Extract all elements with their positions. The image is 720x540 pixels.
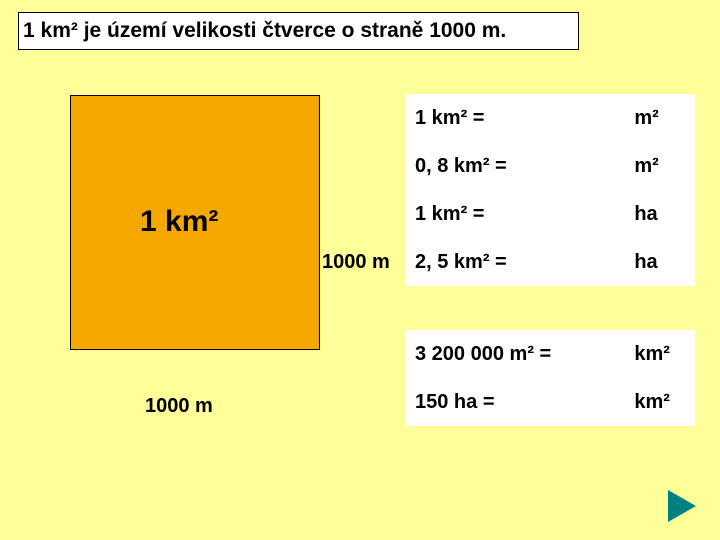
square-side-right-label: 1000 m — [322, 251, 390, 274]
cell-left: 1 km² = — [405, 203, 628, 226]
next-arrow-icon[interactable] — [668, 490, 696, 522]
cell-left: 1 km² = — [405, 107, 628, 130]
table-row: 3 200 000 m² = km² — [405, 330, 695, 378]
table-row: 1 km² = m² — [405, 94, 695, 142]
table-row: 1 km² = ha — [405, 190, 695, 238]
cell-right: km² — [628, 343, 695, 366]
cell-right: m² — [628, 107, 695, 130]
title-text: 1 km² je území velikosti čtverce o stran… — [23, 19, 506, 43]
table-row: 150 ha = km² — [405, 378, 695, 426]
table-row: 0, 8 km² = m² — [405, 142, 695, 190]
cell-right: m² — [628, 155, 695, 178]
cell-left: 2, 5 km² = — [405, 251, 628, 274]
title-box: 1 km² je území velikosti čtverce o stran… — [18, 12, 579, 50]
square-side-bottom-label: 1000 m — [145, 395, 213, 418]
cell-left: 150 ha = — [405, 391, 628, 414]
cell-left: 0, 8 km² = — [405, 155, 628, 178]
cell-right: km² — [628, 391, 695, 414]
square-area-label: 1 km² — [140, 205, 218, 239]
conversion-table-bottom: 3 200 000 m² = km² 150 ha = km² — [405, 330, 695, 426]
cell-right: ha — [628, 203, 695, 226]
conversion-table-top: 1 km² = m² 0, 8 km² = m² 1 km² = ha 2, 5… — [405, 94, 695, 286]
cell-right: ha — [628, 251, 695, 274]
cell-left: 3 200 000 m² = — [405, 343, 628, 366]
table-row: 2, 5 km² = ha — [405, 238, 695, 286]
